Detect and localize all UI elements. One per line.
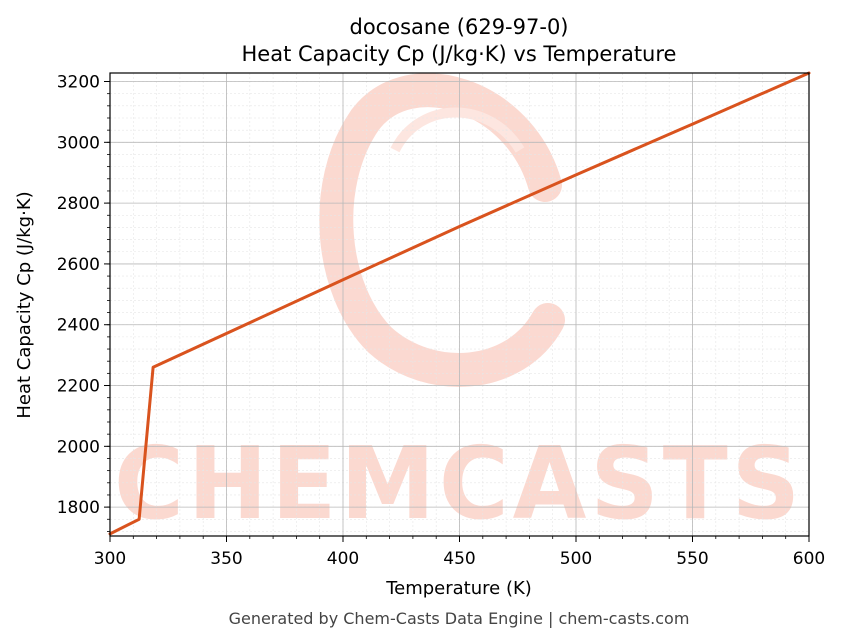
watermark: CHEMCASTS bbox=[114, 73, 804, 542]
chart-title: docosane (629-97-0) bbox=[350, 15, 569, 39]
chart-subtitle: Heat Capacity Cp (J/kg·K) vs Temperature bbox=[242, 42, 677, 66]
x-tick-label: 450 bbox=[443, 549, 475, 569]
x-axis-label: Temperature (K) bbox=[385, 578, 532, 599]
y-tick-label: 2400 bbox=[57, 316, 100, 336]
x-tick-label: 300 bbox=[94, 549, 126, 569]
y-tick-label: 2000 bbox=[57, 437, 100, 457]
axis-ticks: 300 350 400 450 500 550 600 1800 2000 2200 2400 260… bbox=[57, 73, 825, 569]
x-tick-label: 500 bbox=[560, 549, 592, 569]
x-tick-label: 350 bbox=[210, 549, 242, 569]
y-tick-label: 3000 bbox=[57, 133, 100, 153]
y-tick-label: 3200 bbox=[57, 73, 100, 93]
y-tick-label: 1800 bbox=[57, 498, 100, 518]
footer-credit: Generated by Chem-Casts Data Engine | ch… bbox=[229, 609, 690, 628]
watermark-swirl-icon bbox=[319, 73, 565, 387]
x-tick-label: 400 bbox=[327, 549, 359, 569]
series-layer bbox=[108, 71, 811, 536]
series-line bbox=[108, 71, 811, 536]
y-axis-label: Heat Capacity Cp (J/kg·K) bbox=[14, 191, 35, 418]
x-tick-label: 600 bbox=[793, 549, 825, 569]
plot-frame bbox=[109, 72, 810, 537]
y-tick-label: 2600 bbox=[57, 255, 100, 275]
watermark-text: CHEMCASTS bbox=[114, 425, 804, 542]
y-tick-label: 2200 bbox=[57, 377, 100, 397]
x-tick-label: 550 bbox=[676, 549, 708, 569]
y-tick-label: 2800 bbox=[57, 194, 100, 214]
